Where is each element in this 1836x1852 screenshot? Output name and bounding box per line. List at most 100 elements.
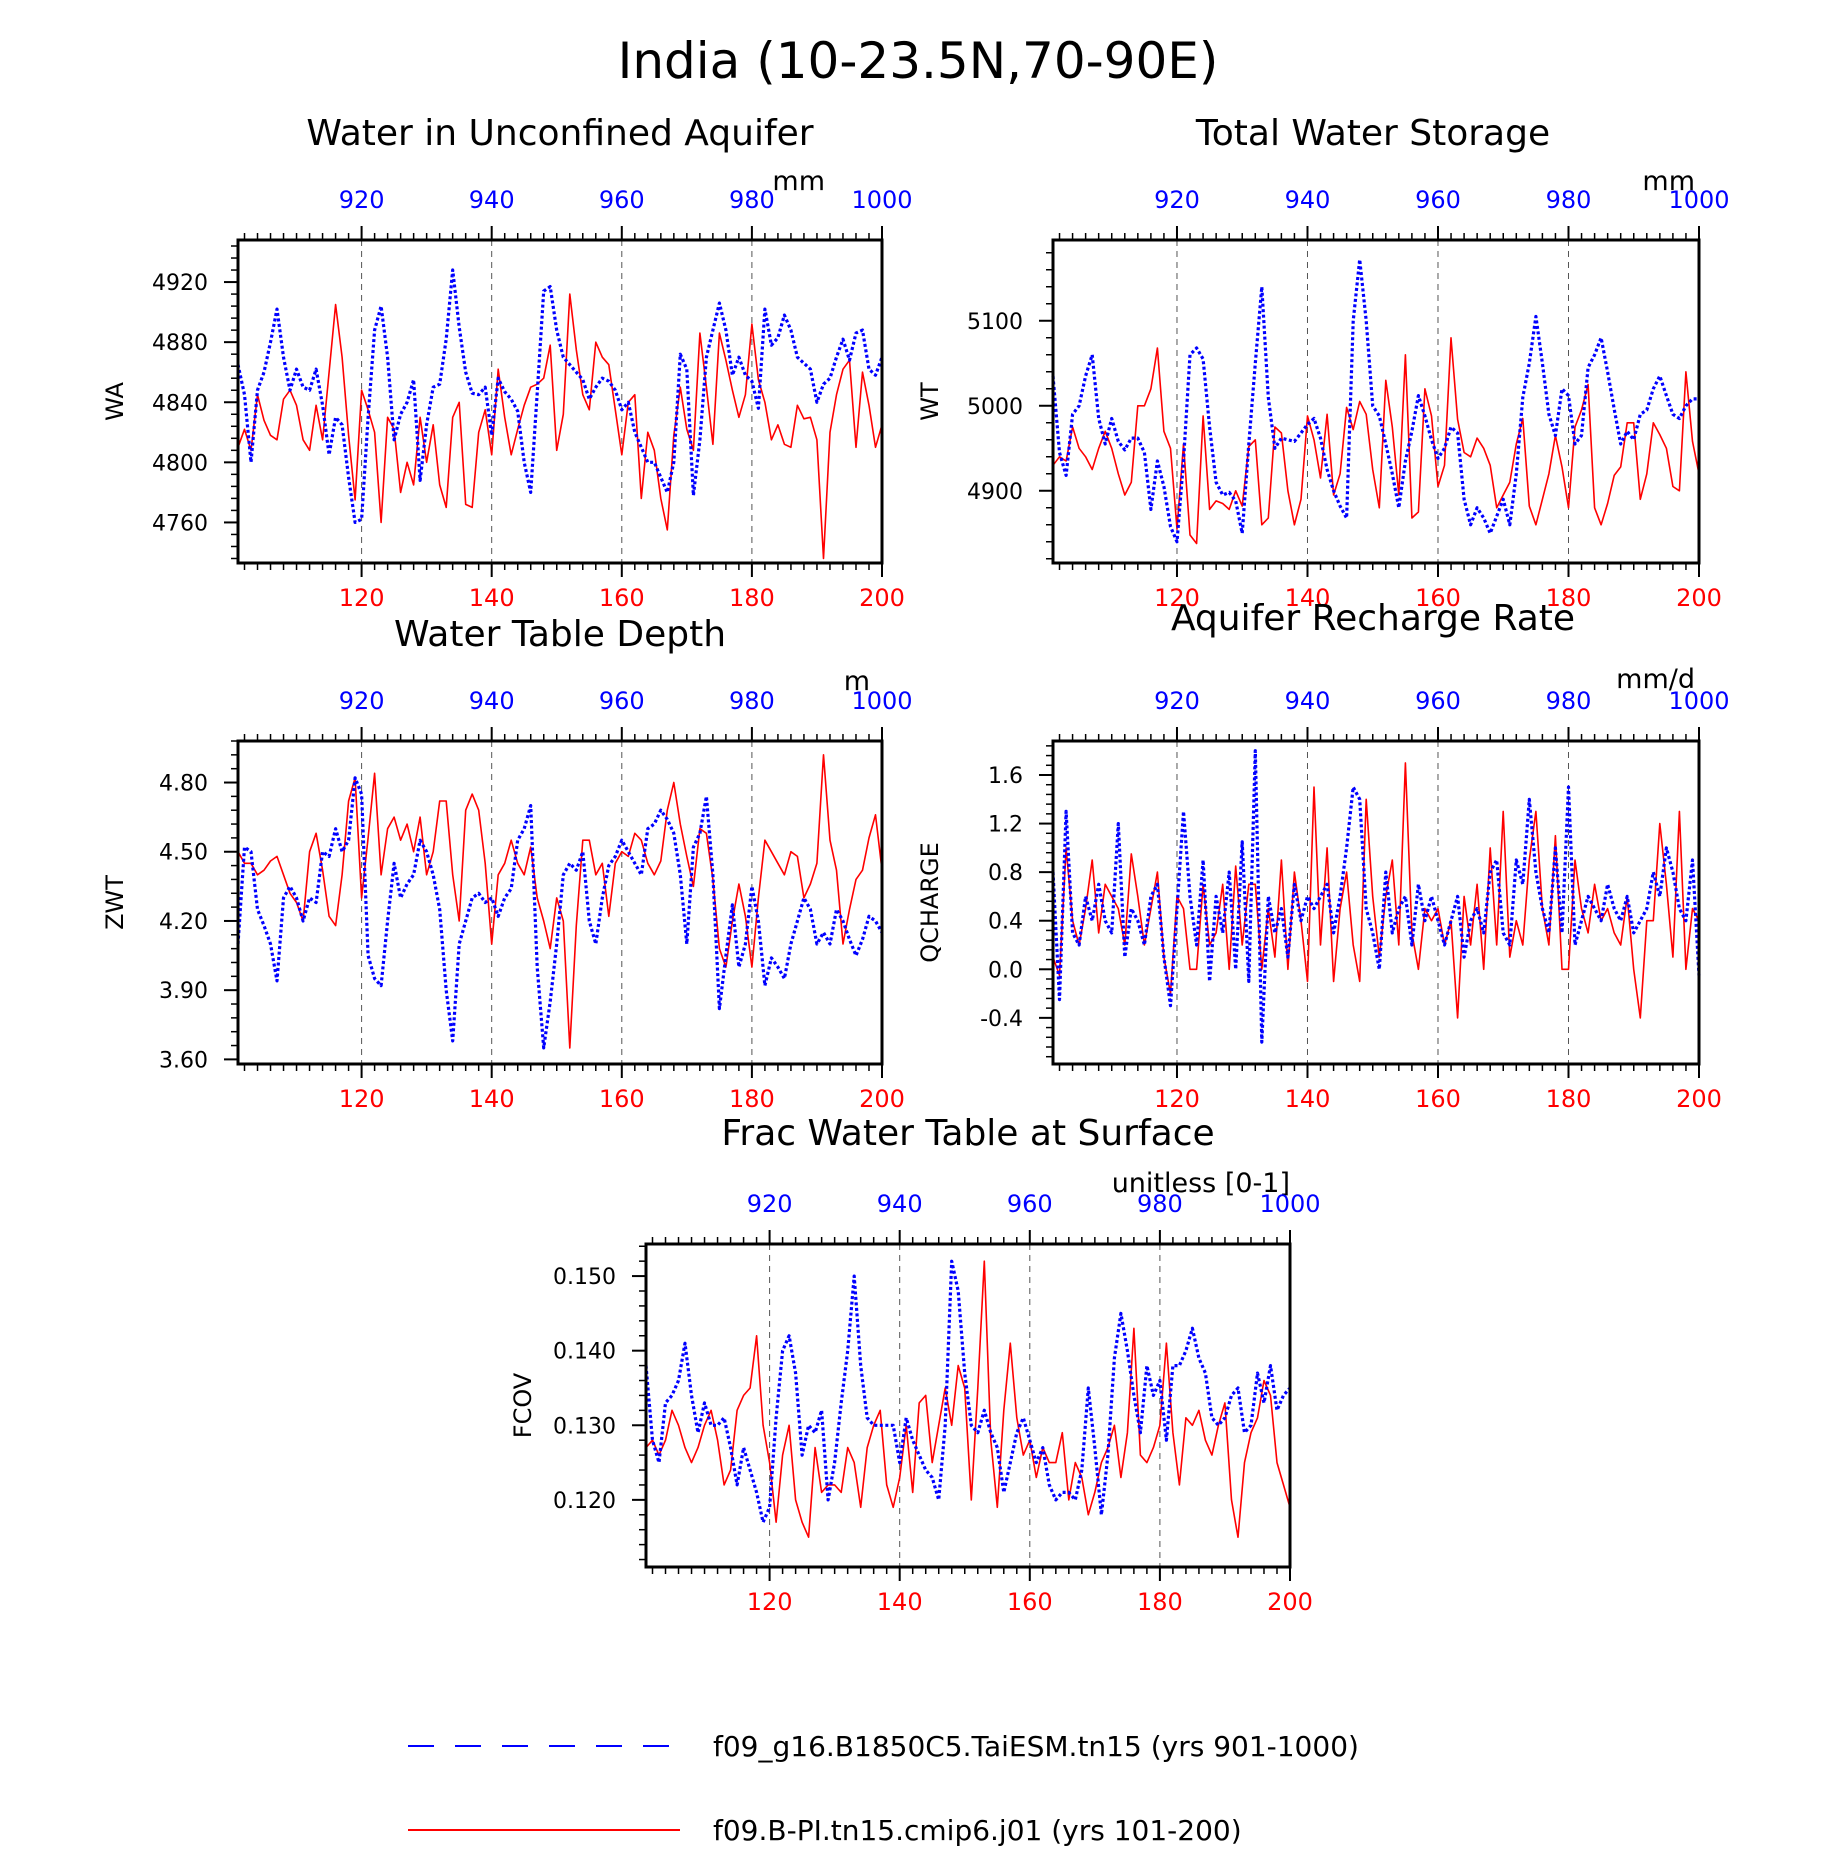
series-line-blue [236, 268, 884, 525]
y-tick-label: 0.4 [988, 910, 1023, 935]
y-tick-label: 4840 [152, 391, 208, 416]
y-axis-label: WT [916, 382, 944, 421]
chart-panel-5: Frac Water Table at Surface unitless [0-1… [509, 1113, 1321, 1616]
x-tick-label-top: 960 [599, 186, 645, 214]
plot-frame [1051, 238, 1701, 565]
x-tick-label-bottom: 120 [1154, 1085, 1200, 1113]
panel-title: Aquifer Recharge Rate [1171, 598, 1575, 639]
series-line-red [237, 753, 883, 1049]
units-label: mm/d [1616, 664, 1695, 695]
x-tick-label-top: 940 [469, 687, 515, 715]
series-line-red [237, 293, 883, 560]
y-tick-label: 0.8 [988, 861, 1023, 886]
x-tick-label-top: 960 [1415, 186, 1461, 214]
y-tick-label: 3.60 [159, 1048, 208, 1073]
x-tick-label-bottom: 200 [859, 1085, 905, 1113]
x-tick-label-bottom: 180 [1546, 584, 1592, 612]
units-label: mm [1642, 166, 1695, 197]
chart-panel-4: Aquifer Recharge Rate mm/d QCHARGE 120 140 16… [916, 598, 1730, 1113]
legend-label-blue: f09_g16.B1850C5.TaiESM.tn15 (yrs 901-100… [713, 1730, 1359, 1763]
legend: f09_g16.B1850C5.TaiESM.tn15 (yrs 901-100… [408, 1730, 1359, 1847]
x-tick-label-top: 920 [1154, 186, 1200, 214]
y-tick-label: 4920 [152, 271, 208, 296]
y-axis-label: ZWT [101, 875, 129, 930]
x-tick-label-top: 960 [599, 687, 645, 715]
x-tick-label-bottom: 200 [1267, 1588, 1313, 1616]
y-tick-label: 0.150 [553, 1265, 616, 1290]
x-tick-label-bottom: 200 [1676, 584, 1722, 612]
y-tick-label: 4760 [152, 511, 208, 536]
x-tick-label-top: 920 [339, 687, 385, 715]
series-line-blue [644, 1259, 1292, 1524]
x-tick-label-top: 960 [1415, 687, 1461, 715]
y-tick-label: 3.90 [159, 979, 208, 1004]
series-line-blue [1051, 749, 1701, 1044]
y-axis-label: FCOV [509, 1372, 537, 1438]
panels: Water in Unconfined Aquifer mm WA 120 140 160… [101, 113, 1730, 1616]
x-tick-label-bottom: 180 [1546, 1085, 1592, 1113]
series-line-red [645, 1260, 1291, 1538]
x-tick-label-top: 1000 [1668, 687, 1729, 715]
x-tick-label-top: 1000 [1259, 1190, 1320, 1218]
chart-panel-3: Water Table Depth m ZWT 120 140 160 180 200 920 9… [101, 614, 913, 1113]
y-tick-label: 4880 [152, 331, 208, 356]
y-tick-label: 0.130 [553, 1414, 616, 1439]
plot-frame [236, 238, 884, 565]
x-tick-label-top: 980 [1137, 1190, 1183, 1218]
x-tick-label-top: 980 [1546, 687, 1592, 715]
x-tick-label-top: 920 [747, 1190, 793, 1218]
units-label: m [844, 666, 870, 697]
x-tick-label-top: 940 [1285, 687, 1331, 715]
y-tick-label: -0.4 [980, 1007, 1023, 1032]
chart-panel-1: Water in Unconfined Aquifer mm WA 120 140 160… [101, 113, 913, 612]
y-axis-label: WA [101, 382, 129, 421]
y-tick-label: 4900 [967, 480, 1023, 505]
series-line-blue [236, 776, 884, 1050]
x-tick-label-bottom: 180 [729, 584, 775, 612]
y-tick-label: 4.80 [159, 772, 208, 797]
panel-title: Water in Unconfined Aquifer [306, 113, 813, 154]
units-label: mm [772, 166, 825, 197]
x-tick-label-bottom: 180 [1137, 1588, 1183, 1616]
x-tick-label-bottom: 160 [1415, 584, 1461, 612]
x-tick-label-bottom: 140 [469, 584, 515, 612]
x-tick-label-top: 1000 [1668, 186, 1729, 214]
x-tick-label-bottom: 160 [1007, 1588, 1053, 1616]
figure-title: India (10-23.5N,70-90E) [618, 32, 1219, 90]
x-tick-label-bottom: 120 [339, 1085, 385, 1113]
x-tick-label-top: 980 [1546, 186, 1592, 214]
x-tick-label-top: 920 [339, 186, 385, 214]
legend-label-red: f09.B-PI.tn15.cmip6.j01 (yrs 101-200) [713, 1814, 1242, 1847]
x-tick-label-bottom: 140 [1285, 584, 1331, 612]
series-line-blue [1051, 258, 1699, 544]
x-tick-label-bottom: 160 [599, 584, 645, 612]
x-tick-label-bottom: 180 [729, 1085, 775, 1113]
x-tick-label-bottom: 140 [1285, 1085, 1331, 1113]
units-label: unitless [0-1] [1112, 1168, 1290, 1199]
y-tick-label: 5100 [967, 310, 1023, 335]
x-tick-label-bottom: 140 [877, 1588, 923, 1616]
y-tick-label: 5000 [967, 395, 1023, 420]
plot-frame [236, 739, 884, 1066]
x-tick-label-top: 920 [1154, 687, 1200, 715]
x-tick-label-bottom: 200 [1676, 1085, 1722, 1113]
y-tick-label: 0.140 [553, 1340, 616, 1365]
y-tick-label: 1.6 [988, 764, 1023, 789]
y-tick-label: 4.50 [159, 841, 208, 866]
x-tick-label-top: 1000 [851, 687, 912, 715]
x-tick-label-top: 980 [729, 687, 775, 715]
panel-title: Water Table Depth [394, 614, 726, 655]
x-tick-label-top: 940 [469, 186, 515, 214]
series-line-red [1052, 762, 1700, 1019]
y-tick-label: 4.20 [159, 910, 208, 935]
chart-panel-2: Total Water Storage mm WT 120 140 160 180 200 92… [916, 113, 1730, 612]
x-tick-label-top: 940 [877, 1190, 923, 1218]
y-tick-label: 0.120 [553, 1489, 616, 1514]
plot-frame [644, 1242, 1292, 1569]
y-tick-label: 4800 [152, 451, 208, 476]
x-tick-label-bottom: 200 [859, 584, 905, 612]
x-tick-label-top: 960 [1007, 1190, 1053, 1218]
x-tick-label-top: 940 [1285, 186, 1331, 214]
